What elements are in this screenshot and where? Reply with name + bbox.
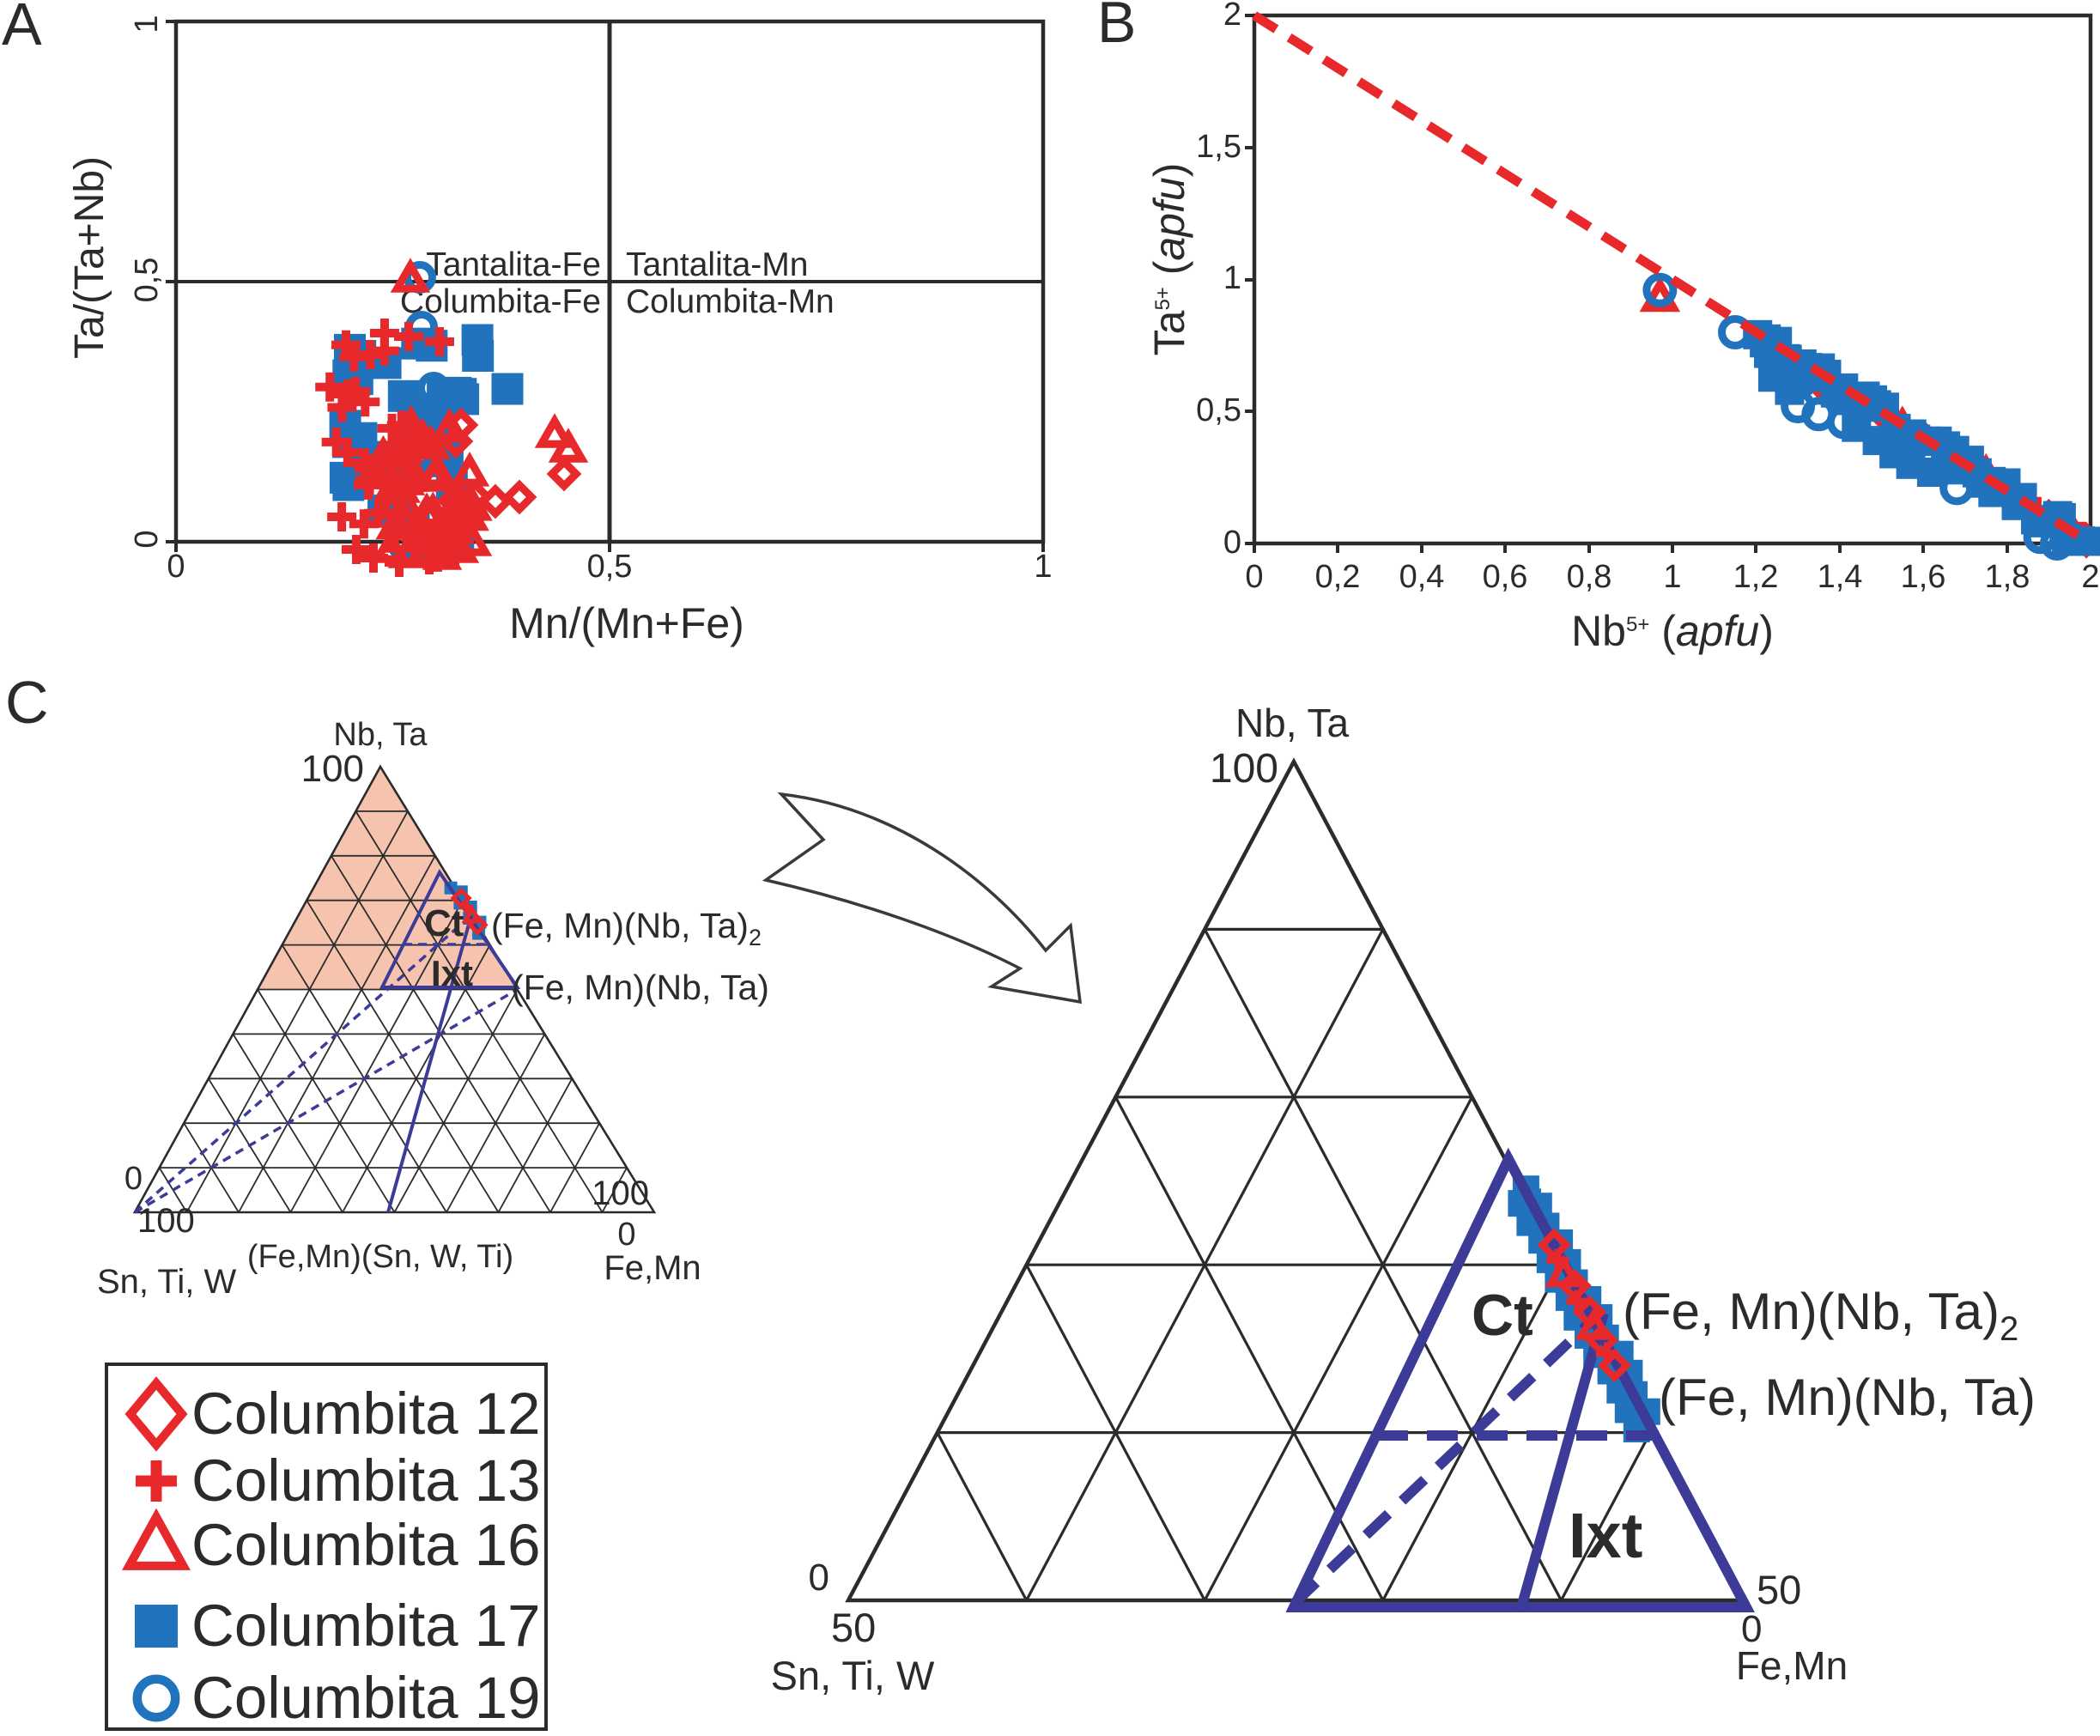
- svg-text:0,5: 0,5: [1196, 392, 1241, 428]
- svg-text:0,2: 0,2: [1315, 559, 1361, 595]
- svg-text:1,2: 1,2: [1733, 559, 1779, 595]
- svg-text:Sn, Ti, W: Sn, Ti, W: [771, 1653, 935, 1698]
- svg-text:(Fe, Mn)(Nb, Ta): (Fe, Mn)(Nb, Ta): [512, 968, 769, 1007]
- svg-text:2: 2: [2081, 559, 2099, 595]
- svg-text:1,8: 1,8: [1985, 559, 2030, 595]
- svg-text:(Fe, Mn)(Nb, Ta)2: (Fe, Mn)(Nb, Ta)2: [1623, 1283, 2018, 1348]
- svg-text:0: 0: [124, 1161, 143, 1197]
- svg-text:0: 0: [1245, 559, 1263, 595]
- svg-text:100: 100: [592, 1175, 649, 1212]
- svg-text:Tantalita-Fe: Tantalita-Fe: [426, 246, 601, 283]
- svg-text:Columbita 12: Columbita 12: [191, 1381, 541, 1447]
- svg-text:1,6: 1,6: [1901, 559, 1946, 595]
- svg-text:Columbita 17: Columbita 17: [191, 1593, 541, 1659]
- svg-text:A: A: [2, 0, 42, 58]
- svg-text:Ct: Ct: [1472, 1283, 1533, 1348]
- svg-text:0,5: 0,5: [587, 549, 633, 585]
- svg-text:Ct: Ct: [424, 902, 464, 944]
- svg-text:C: C: [5, 669, 49, 736]
- svg-text:50: 50: [1757, 1567, 1801, 1612]
- svg-text:Nb5+ (apfu): Nb5+ (apfu): [1571, 607, 1774, 655]
- svg-text:Mn/(Mn+Fe): Mn/(Mn+Fe): [509, 599, 744, 647]
- svg-text:Nb, Ta: Nb, Ta: [1235, 701, 1350, 745]
- svg-text:0,6: 0,6: [1483, 559, 1528, 595]
- svg-text:0: 0: [617, 1217, 635, 1253]
- svg-text:100: 100: [137, 1202, 195, 1240]
- svg-text:0: 0: [167, 549, 185, 585]
- svg-text:Ta/(Ta+Nb): Ta/(Ta+Nb): [67, 156, 112, 359]
- svg-text:B: B: [1097, 0, 1136, 55]
- svg-text:0,4: 0,4: [1399, 559, 1445, 595]
- svg-text:Sn, Ti, W: Sn, Ti, W: [97, 1263, 236, 1301]
- svg-text:1,5: 1,5: [1196, 129, 1241, 165]
- svg-text:1: 1: [1034, 549, 1052, 585]
- svg-text:Fe,Mn: Fe,Mn: [604, 1249, 701, 1287]
- svg-text:(Fe,Mn)(Sn, W, Ti): (Fe,Mn)(Sn, W, Ti): [247, 1239, 513, 1275]
- svg-text:0: 0: [809, 1557, 829, 1599]
- svg-text:Columbita 16: Columbita 16: [191, 1512, 541, 1578]
- svg-text:Ixt: Ixt: [431, 953, 473, 993]
- svg-text:Tantalita-Mn: Tantalita-Mn: [626, 246, 808, 283]
- svg-text:0: 0: [1223, 525, 1241, 561]
- svg-text:(Fe, Mn)(Nb, Ta): (Fe, Mn)(Nb, Ta): [1659, 1369, 2036, 1426]
- svg-text:Ta5+ (apfu): Ta5+ (apfu): [1145, 163, 1193, 356]
- svg-text:Fe,Mn: Fe,Mn: [1736, 1643, 1848, 1688]
- svg-text:0,5: 0,5: [129, 258, 165, 303]
- svg-text:Columbita 13: Columbita 13: [191, 1448, 541, 1514]
- svg-text:0,8: 0,8: [1567, 559, 1612, 595]
- svg-text:1: 1: [1223, 260, 1241, 296]
- svg-text:Columbita-Mn: Columbita-Mn: [626, 283, 835, 320]
- svg-text:100: 100: [301, 748, 364, 790]
- svg-text:(Fe, Mn)(Nb, Ta)2: (Fe, Mn)(Nb, Ta)2: [491, 906, 762, 950]
- svg-text:Columbita-Fe: Columbita-Fe: [400, 283, 601, 320]
- svg-text:50: 50: [831, 1605, 876, 1650]
- svg-text:1: 1: [129, 15, 165, 33]
- svg-text:Nb, Ta: Nb, Ta: [333, 717, 428, 753]
- svg-text:0: 0: [1741, 1608, 1762, 1650]
- svg-text:Ixt: Ixt: [1569, 1500, 1642, 1571]
- svg-text:2: 2: [1223, 0, 1241, 33]
- svg-text:1,4: 1,4: [1818, 559, 1863, 595]
- svg-text:100: 100: [1210, 746, 1278, 792]
- svg-text:0: 0: [129, 530, 165, 548]
- svg-text:Columbita 19: Columbita 19: [191, 1665, 541, 1731]
- svg-text:1: 1: [1663, 559, 1681, 595]
